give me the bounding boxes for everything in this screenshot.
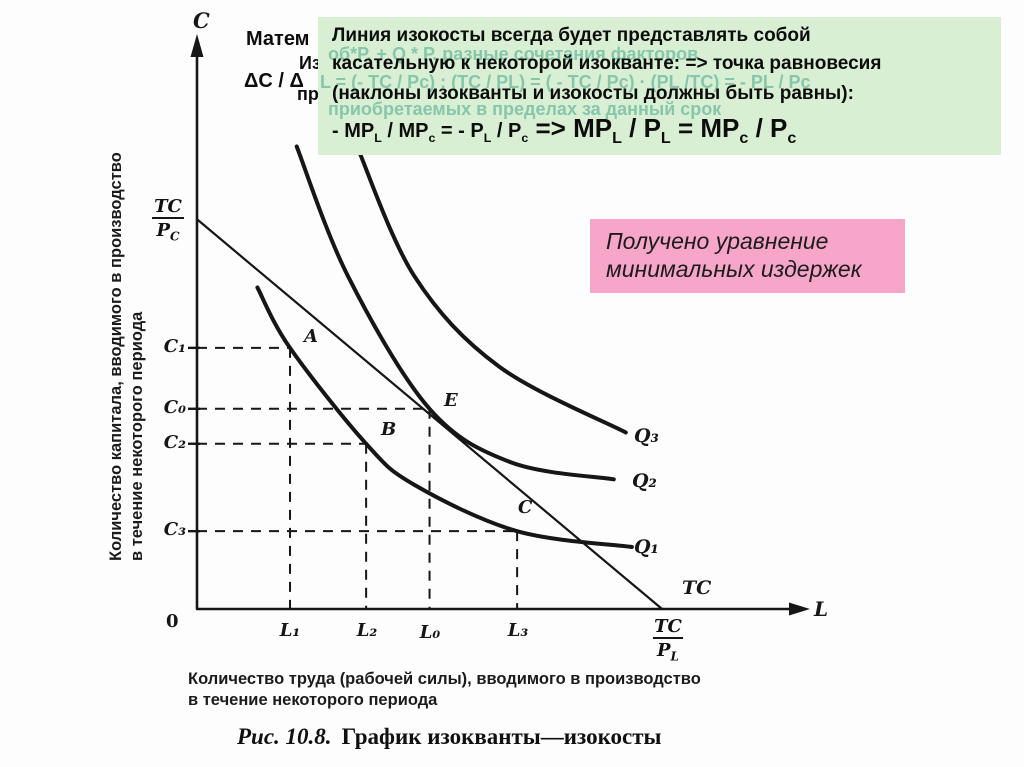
formula-segment: = - P [435, 120, 484, 142]
x-axis-symbol: L [814, 597, 829, 621]
explanation-line1: Линия изокосты всегда будет представлять… [332, 25, 811, 46]
formula-subscript: L [374, 131, 382, 145]
covered-text-fragment-1: Матем [246, 28, 310, 50]
x-axis-caption-line2: в течение некоторого периода [188, 691, 438, 709]
explanation-line2: касательную к некоторой изокванте: => то… [332, 53, 882, 74]
formula-segment: MP [573, 113, 613, 143]
formula-subscript: L [660, 129, 671, 148]
x-tick-l0: L₀ [419, 622, 441, 643]
right-red-edge-bar [1017, 0, 1024, 767]
point-label-c: C [518, 497, 533, 518]
formula-segment: / P [748, 113, 788, 143]
formula-segment: = MP [670, 113, 740, 143]
curve-label-q2: Q₂ [632, 470, 657, 492]
fraction-denominator: PC [152, 217, 184, 244]
formula-subscript: L [612, 129, 622, 148]
y-axis-caption: Количество капитала, вводимого в произво… [106, 152, 150, 561]
fraction-denominator: PL [653, 637, 683, 664]
covered-text-fragment-3: ΔC / Δ [244, 70, 304, 92]
figure-caption: Рис. 10.8. График изокванты—изокосты [237, 724, 662, 750]
x-tick-l2: L₂ [356, 620, 378, 641]
curve-label-q1: Q₁ [634, 536, 659, 558]
y-tick-c0: C₀ [163, 397, 186, 418]
curve-label-q3: Q₃ [634, 425, 659, 447]
origin-label: 0 [166, 611, 179, 632]
ghost-text-line1: об*Р. + Q * Р. разные сочетания факторов [328, 44, 699, 64]
formula-subscript: c [428, 131, 436, 145]
formula-subscript: c [521, 131, 529, 145]
y-tick-c1: C₁ [163, 336, 186, 357]
explanation-line3: (наклоны изокванты и изокосты должны быт… [332, 83, 854, 104]
conclusion-box: Получено уравнение минимальных издержек [590, 219, 905, 293]
y-axis-caption-line1: Количество капитала, вводимого в произво… [107, 152, 125, 561]
tc-over-pc-fraction: TC PC [148, 196, 188, 244]
figure-title: График изокванты—изокосты [341, 724, 662, 749]
fraction-numerator: TC [154, 196, 182, 217]
y-tick-c3: C₃ [163, 519, 186, 540]
cost-minimization-formula: - MPL / MPc = - PL / Pc => MPL / PL = MP… [332, 113, 796, 148]
formula-segment: / MP [381, 120, 429, 142]
x-axis-caption-line1: Количество труда (рабочей силы), вводимо… [188, 670, 701, 688]
formula-segment: / P [621, 113, 661, 143]
covered-text-fragment-2: Из [299, 53, 321, 73]
y-tick-c2: C₂ [163, 432, 186, 453]
covered-text-fragment-4: пр [297, 84, 319, 104]
point-label-e: E [444, 390, 458, 411]
formula-subscript: L [483, 131, 492, 145]
ghost-text-line2: L = (- TC / Pc) : (TC / PL) = ( - TC / P… [320, 72, 811, 92]
point-label-b: B [381, 419, 397, 440]
ghost-text-line3: приобретаемых в пределах за данный срок [328, 99, 722, 119]
y-axis-symbol: C [193, 8, 210, 33]
formula-segment: => [528, 113, 574, 143]
y-axis-caption-line2: в течение некоторого периода [128, 311, 146, 561]
tc-line-label: TC [682, 577, 712, 599]
x-tick-l1: L₁ [279, 620, 301, 641]
point-label-a: A [304, 326, 318, 347]
formula-left-part: - MPL / MPc = - PL / Pc [332, 120, 529, 145]
isocost-explanation-box: об*Р. + Q * Р. разные сочетания факторов… [318, 17, 1001, 155]
fraction-numerator: TC [654, 616, 682, 637]
formula-segment: - MP [332, 120, 375, 142]
formula-right-part: => MPL / PL = MPc / Pc [528, 113, 796, 147]
figure-number: Рис. 10.8. [237, 724, 332, 749]
formula-segment: / P [491, 120, 522, 142]
tc-over-pl-fraction: TC PL [648, 616, 688, 664]
conclusion-line1: Получено уравнение [606, 228, 829, 254]
formula-subscript: c [739, 129, 749, 148]
left-red-edge-bar [0, 0, 7, 767]
formula-subscript: c [787, 129, 797, 148]
conclusion-line2: минимальных издержек [606, 256, 862, 282]
x-axis-caption: Количество труда (рабочей силы), вводимо… [188, 669, 701, 711]
x-tick-l3: L₃ [507, 620, 529, 641]
